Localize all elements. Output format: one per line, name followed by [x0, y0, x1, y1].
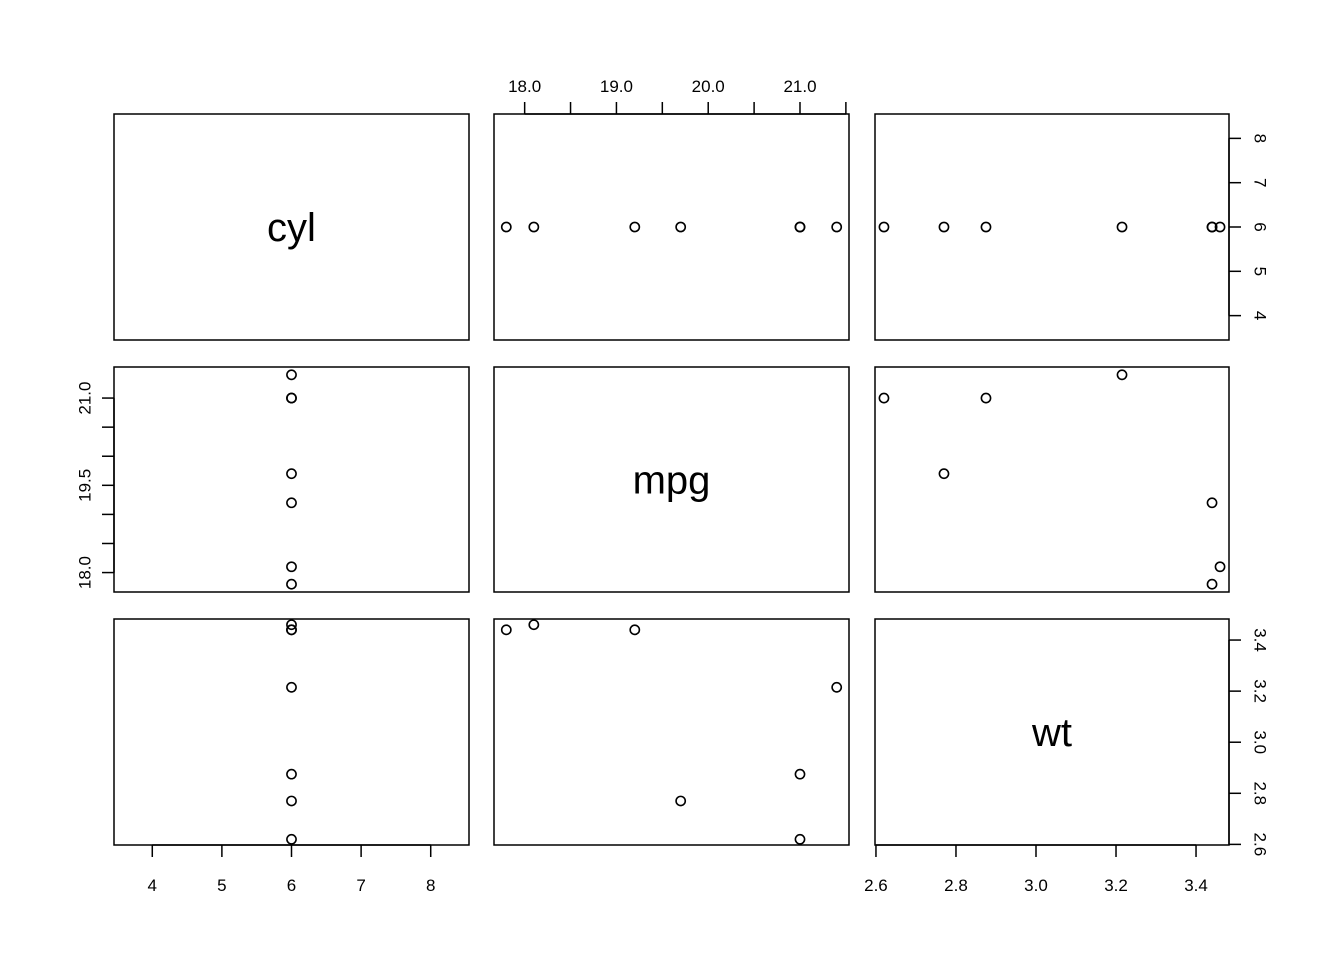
y-axis-wt-right-tick-label: 3.0 — [1251, 730, 1270, 754]
x-axis-wt-tick-label: 3.0 — [1024, 876, 1048, 895]
y-axis-cyl-right-tick-label: 6 — [1251, 222, 1270, 231]
point-cyl-vs-mpg — [528, 221, 540, 233]
y-axis-cyl-right-tick-label: 8 — [1251, 134, 1270, 143]
x-axis-cyl-tick-label: 4 — [148, 876, 157, 895]
point-mpg-vs-wt — [878, 392, 890, 404]
x-axis-mpg-top-tick-label: 19.0 — [600, 77, 633, 96]
y-axis-cyl-right-tick-label: 4 — [1251, 311, 1270, 320]
diagonal-label-wt: wt — [1031, 711, 1072, 755]
x-axis-cyl-tick-label: 8 — [426, 876, 435, 895]
point-wt-vs-mpg — [831, 681, 843, 693]
point-mpg-vs-wt — [1116, 369, 1128, 381]
y-axis-cyl-right-tick-label: 5 — [1251, 267, 1270, 276]
point-mpg-vs-wt — [1214, 561, 1226, 573]
point-cyl-vs-wt — [1206, 221, 1218, 233]
point-mpg-vs-cyl — [286, 392, 297, 404]
point-wt-vs-mpg — [675, 795, 687, 807]
y-axis-cyl-right: 4 5 6 7 8 — [1228, 134, 1270, 320]
x-axis-wt: 2.6 2.8 3.0 3.2 3.4 — [864, 844, 1208, 895]
panel-frame-mpg-cyl — [113, 366, 470, 593]
point-cyl-vs-mpg — [500, 221, 512, 233]
y-axis-mpg-tick-label: 19.5 — [75, 469, 94, 502]
data-points — [286, 221, 1226, 845]
panel-frame-mpg-mpg — [493, 366, 850, 593]
point-wt-vs-cyl — [286, 624, 297, 636]
point-wt-vs-cyl — [286, 795, 297, 807]
point-wt-vs-cyl — [286, 619, 297, 631]
point-mpg-vs-wt — [1206, 578, 1218, 590]
point-mpg-vs-wt — [938, 468, 950, 480]
point-cyl-vs-wt — [878, 221, 890, 233]
point-mpg-vs-wt — [1206, 497, 1218, 509]
diagonal-label-mpg: mpg — [633, 459, 711, 503]
y-axis-wt-right-tick-label: 2.8 — [1251, 781, 1270, 805]
point-mpg-vs-cyl — [286, 578, 297, 590]
y-axis-cyl-right-tick-label: 7 — [1251, 178, 1270, 187]
x-axis-cyl-tick-label: 7 — [356, 876, 365, 895]
x-axis-mpg-top-tick-label: 18.0 — [508, 77, 541, 96]
diagonal-labels: cyl mpg wt — [267, 206, 1072, 755]
point-mpg-vs-cyl — [286, 561, 297, 573]
y-axis-mpg-tick-label: 18.0 — [75, 556, 94, 589]
point-mpg-vs-wt — [980, 392, 992, 404]
x-axis-wt-tick-label: 3.2 — [1104, 876, 1128, 895]
y-axis-wt-right-tick-label: 3.4 — [1251, 628, 1270, 652]
point-wt-vs-cyl — [286, 833, 297, 845]
point-wt-vs-mpg — [794, 833, 806, 845]
point-mpg-vs-cyl — [286, 369, 297, 381]
x-axis-wt-tick-label: 3.4 — [1184, 876, 1208, 895]
panel-frame-mpg-wt — [874, 366, 1230, 593]
point-wt-vs-mpg — [528, 619, 540, 631]
point-cyl-vs-wt — [1116, 221, 1128, 233]
x-axis-cyl: 4 5 6 7 8 — [148, 844, 435, 895]
y-axis-wt-right-tick-label: 3.2 — [1251, 679, 1270, 703]
point-mpg-vs-cyl — [286, 497, 297, 509]
x-axis-mpg-top-tick-label: 21.0 — [783, 77, 816, 96]
panel-frame-wt-mpg — [493, 618, 850, 846]
point-wt-vs-mpg — [794, 768, 806, 780]
point-cyl-vs-wt — [980, 221, 992, 233]
y-axis-wt-right: 2.6 2.8 3.0 3.2 3.4 — [1228, 628, 1270, 857]
point-wt-vs-mpg — [629, 624, 641, 636]
y-axis-mpg-tick-label: 21.0 — [75, 382, 94, 415]
x-axis-wt-tick-label: 2.6 — [864, 876, 888, 895]
x-axis-wt-tick-label: 2.8 — [944, 876, 968, 895]
point-cyl-vs-mpg — [629, 221, 641, 233]
x-axis-cyl-tick-label: 5 — [217, 876, 226, 895]
panel-frame-cyl-wt — [874, 113, 1230, 341]
panel-frame-cyl-cyl — [113, 113, 470, 341]
point-wt-vs-mpg — [500, 624, 512, 636]
point-cyl-vs-wt — [1214, 221, 1226, 233]
x-axis-cyl-tick-label: 6 — [287, 876, 296, 895]
y-axis-mpg: 18.0 19.5 21.0 — [75, 382, 115, 589]
y-axis-wt-right-tick-label: 2.6 — [1251, 833, 1270, 857]
point-cyl-vs-wt — [938, 221, 950, 233]
point-cyl-vs-mpg — [831, 221, 843, 233]
point-mpg-vs-cyl — [286, 468, 297, 480]
x-axis-mpg-top: 18.0 19.0 20.0 21.0 — [508, 77, 847, 115]
panel-frame-wt-cyl — [113, 618, 470, 846]
matrix-axes: 4 5 6 7 8 2.6 2.8 3.0 3.2 3.418.0 19.0 20.0 21.018.0… — [75, 77, 1269, 895]
x-axis-mpg-top-tick-label: 20.0 — [692, 77, 725, 96]
point-cyl-vs-mpg — [675, 221, 687, 233]
point-cyl-vs-mpg — [794, 221, 806, 233]
point-wt-vs-cyl — [286, 768, 297, 780]
diagonal-label-cyl: cyl — [267, 206, 316, 250]
point-wt-vs-cyl — [286, 681, 297, 693]
